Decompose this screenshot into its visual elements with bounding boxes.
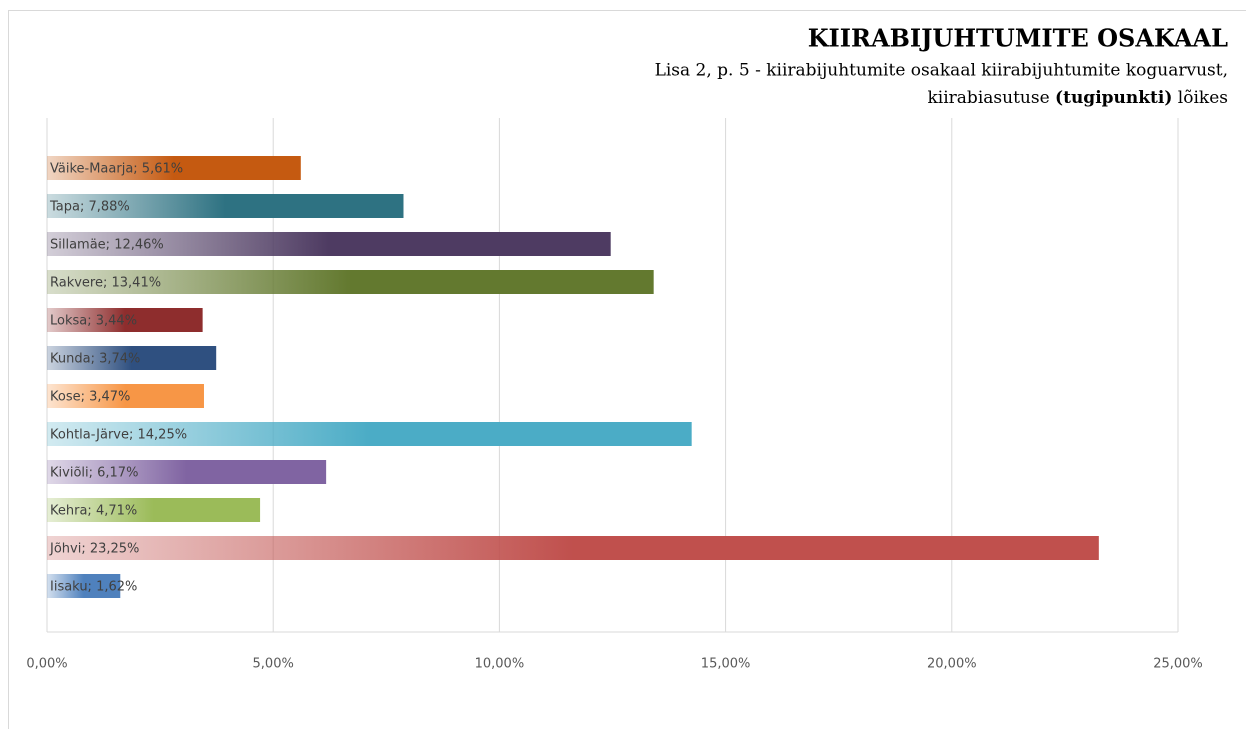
data-label: Kiviõli; 6,17% <box>50 466 138 481</box>
bar <box>47 574 121 598</box>
data-label: Jõhvi; 23,25% <box>49 542 139 557</box>
x-tick-label: 0,00% <box>26 657 67 672</box>
bar <box>47 156 301 180</box>
bar <box>47 460 327 484</box>
x-tick-label: 15,00% <box>701 657 751 672</box>
data-label: Kohtla-Järve; 14,25% <box>50 428 187 443</box>
data-label: Kehra; 4,71% <box>50 504 137 519</box>
bar <box>47 498 261 522</box>
data-label: Kunda; 3,74% <box>50 352 140 367</box>
chart-frame <box>8 10 1246 729</box>
chart-title: KIIRABIJUHTUMITE OSAKAAL <box>808 24 1228 53</box>
bar <box>47 194 404 218</box>
bar <box>47 308 203 332</box>
bar <box>47 346 217 370</box>
chart-subtitle: Lisa 2, p. 5 - kiirabijuhtumite osakaal … <box>655 61 1228 81</box>
x-tick-label: 20,00% <box>927 657 977 672</box>
data-label: Iisaku; 1,62% <box>50 580 137 595</box>
data-label: Rakvere; 13,41% <box>50 276 161 291</box>
bar <box>47 384 204 408</box>
chart-subtitle: kiirabiasutuse (tugipunkti) lõikes <box>928 88 1229 108</box>
bar <box>47 536 1099 560</box>
bar <box>47 270 654 294</box>
bar <box>47 422 692 446</box>
data-label: Väike-Maarja; 5,61% <box>50 162 183 177</box>
subtitle-part: lõikes <box>1172 88 1228 108</box>
x-tick-label: 10,00% <box>475 657 525 672</box>
subtitle-part: (tugipunkti) <box>1055 88 1172 108</box>
data-label: Tapa; 7,88% <box>49 200 130 215</box>
data-label: Sillamäe; 12,46% <box>50 238 164 253</box>
x-tick-label: 5,00% <box>253 657 294 672</box>
x-tick-label: 25,00% <box>1153 657 1203 672</box>
data-label: Kose; 3,47% <box>50 390 130 405</box>
subtitle-part: kiirabiasutuse <box>928 88 1056 108</box>
bar <box>47 232 611 256</box>
data-label: Loksa; 3,44% <box>50 314 137 329</box>
